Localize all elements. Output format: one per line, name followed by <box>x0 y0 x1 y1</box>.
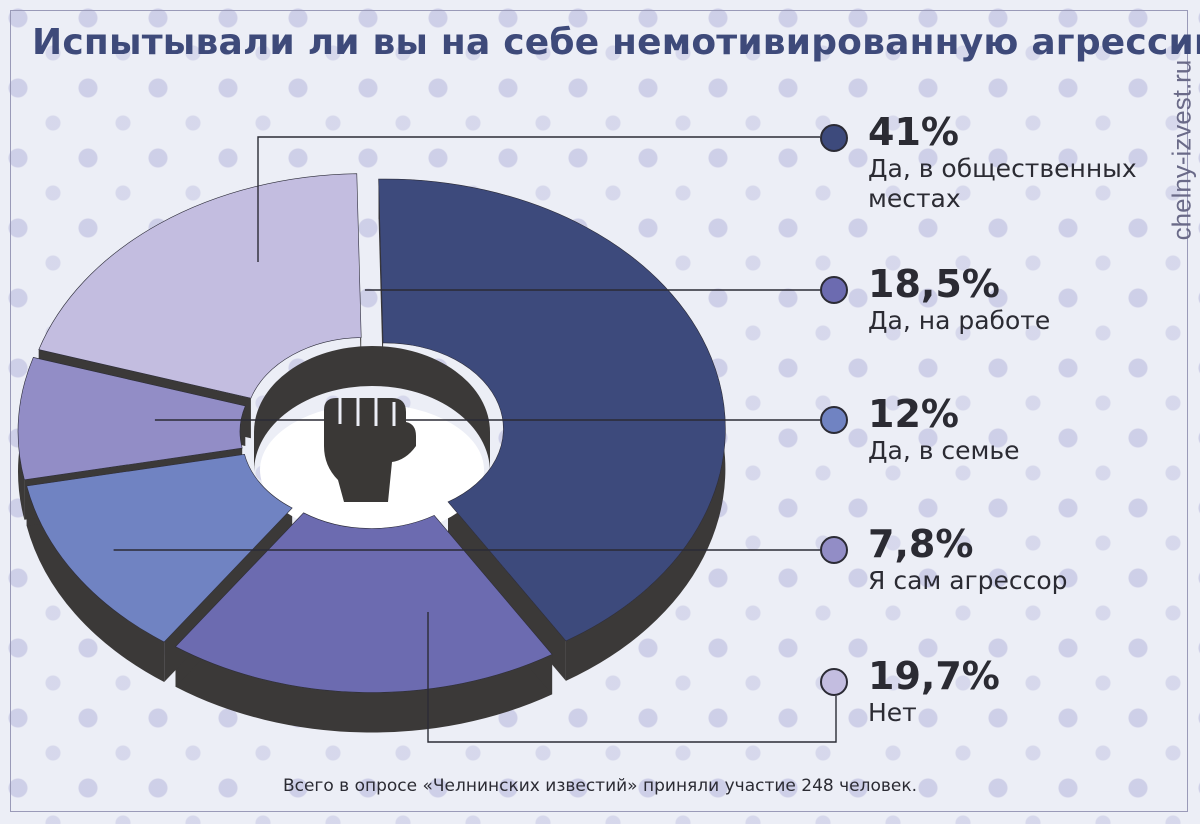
legend-swatch <box>820 124 848 152</box>
data-label: 18,5% <box>868 262 1000 306</box>
legend-label: Да, в семье <box>868 436 1020 465</box>
legend-label: Да, в общественных местах <box>868 154 1137 213</box>
legend-swatch <box>820 668 848 696</box>
legend-label: Нет <box>868 698 917 727</box>
inner-wall-band <box>254 346 490 472</box>
slice-3 <box>17 357 246 481</box>
data-label: 19,7% <box>868 654 1000 698</box>
legend-swatch <box>820 536 848 564</box>
fist-icon <box>324 398 416 502</box>
legend-swatch <box>820 406 848 434</box>
leader-line-4 <box>427 612 837 743</box>
slice-tops <box>17 173 726 693</box>
data-label: 7,8% <box>868 522 974 566</box>
slice-2 <box>26 453 293 643</box>
slice-0 <box>378 178 726 642</box>
legend-swatch <box>820 276 848 304</box>
slice-side-1 <box>175 646 553 733</box>
legend-label: Да, на работе <box>868 306 1051 335</box>
data-label: 41% <box>868 110 959 154</box>
leader-line-0 <box>257 136 820 262</box>
frame-border <box>10 10 1188 812</box>
leader-lines <box>113 136 837 743</box>
slice-4 <box>38 173 362 399</box>
chart-title: Испытывали ли вы на себе немотивированну… <box>32 22 1200 63</box>
legend-label: Я сам агрессор <box>868 566 1068 595</box>
slice-side-2 <box>26 486 165 682</box>
slice-1 <box>175 512 553 693</box>
footnote: Всего в опросе «Челнинских известий» при… <box>282 776 918 796</box>
data-label: 12% <box>868 392 959 436</box>
